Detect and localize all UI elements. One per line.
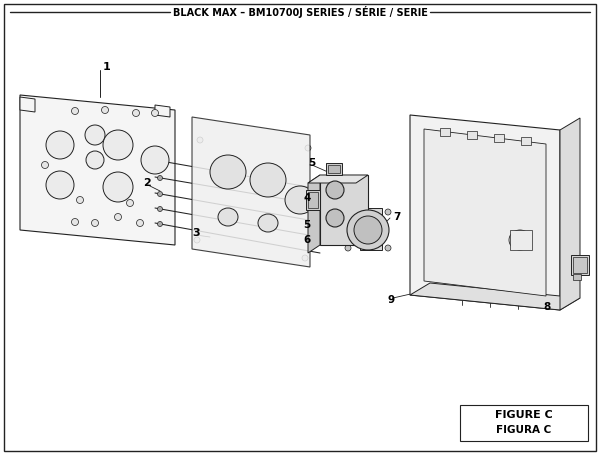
Circle shape	[346, 176, 350, 181]
Circle shape	[385, 209, 391, 215]
Bar	[510, 230, 532, 250]
Circle shape	[133, 110, 139, 116]
Polygon shape	[410, 283, 580, 310]
Circle shape	[71, 107, 79, 115]
Circle shape	[575, 260, 585, 270]
Bar	[360, 208, 382, 250]
Text: 7: 7	[393, 212, 400, 222]
Polygon shape	[308, 175, 320, 253]
Bar	[320, 175, 368, 245]
Bar	[571, 255, 589, 275]
Polygon shape	[20, 95, 175, 245]
Circle shape	[346, 226, 350, 231]
Text: 8: 8	[543, 302, 550, 312]
Circle shape	[115, 213, 121, 221]
Text: 5: 5	[303, 220, 310, 230]
Ellipse shape	[326, 181, 344, 199]
Bar	[308, 192, 318, 208]
Ellipse shape	[258, 214, 278, 232]
Circle shape	[320, 238, 325, 243]
Ellipse shape	[103, 130, 133, 160]
Ellipse shape	[46, 171, 74, 199]
Ellipse shape	[218, 208, 238, 226]
Circle shape	[197, 137, 203, 143]
Ellipse shape	[141, 146, 169, 174]
Circle shape	[151, 110, 158, 116]
Circle shape	[101, 106, 109, 113]
Circle shape	[385, 245, 391, 251]
Polygon shape	[560, 118, 580, 310]
Polygon shape	[308, 175, 368, 183]
Ellipse shape	[85, 125, 105, 145]
Polygon shape	[192, 117, 310, 267]
Bar	[467, 131, 477, 139]
Bar	[440, 128, 450, 136]
Circle shape	[329, 212, 341, 224]
Bar	[494, 134, 504, 142]
Circle shape	[329, 184, 341, 196]
Text: 9: 9	[388, 295, 395, 305]
Text: FIGURA C: FIGURA C	[496, 425, 551, 435]
Text: 3: 3	[192, 228, 200, 238]
Bar	[460, 405, 588, 441]
Circle shape	[346, 238, 350, 243]
Polygon shape	[155, 105, 170, 117]
Text: 2: 2	[143, 178, 151, 188]
Circle shape	[157, 176, 163, 181]
Ellipse shape	[354, 216, 382, 244]
Ellipse shape	[326, 209, 344, 227]
Text: 6: 6	[303, 235, 310, 245]
Ellipse shape	[347, 210, 389, 250]
Circle shape	[157, 158, 163, 163]
Circle shape	[41, 162, 49, 168]
Bar	[326, 163, 342, 175]
Text: 5: 5	[308, 158, 315, 168]
Circle shape	[91, 219, 98, 227]
Bar	[306, 190, 320, 210]
Bar	[573, 274, 581, 280]
Bar	[573, 257, 587, 273]
Ellipse shape	[285, 186, 315, 214]
Text: BLACK MAX – BM10700J SERIES / SÉRIE / SERIE: BLACK MAX – BM10700J SERIES / SÉRIE / SE…	[173, 6, 427, 18]
Circle shape	[157, 222, 163, 227]
Text: 1: 1	[103, 62, 111, 72]
Polygon shape	[20, 97, 35, 112]
Ellipse shape	[250, 163, 286, 197]
Circle shape	[127, 199, 133, 207]
Text: FIGURE C: FIGURE C	[495, 410, 553, 420]
Circle shape	[137, 219, 143, 227]
Circle shape	[320, 226, 325, 231]
Ellipse shape	[103, 172, 133, 202]
Circle shape	[346, 201, 350, 206]
Circle shape	[77, 197, 83, 203]
Bar	[328, 165, 340, 173]
Circle shape	[157, 207, 163, 212]
Circle shape	[157, 192, 163, 197]
Circle shape	[358, 220, 378, 240]
Circle shape	[305, 145, 311, 151]
Polygon shape	[424, 129, 546, 296]
Circle shape	[71, 218, 79, 226]
Circle shape	[320, 176, 325, 181]
Polygon shape	[410, 115, 560, 310]
Circle shape	[320, 201, 325, 206]
Text: 4: 4	[303, 193, 310, 203]
Ellipse shape	[46, 131, 74, 159]
Ellipse shape	[86, 151, 104, 169]
Circle shape	[302, 255, 308, 261]
Circle shape	[345, 209, 351, 215]
Ellipse shape	[210, 155, 246, 189]
Circle shape	[194, 237, 200, 243]
Bar	[521, 137, 531, 145]
Circle shape	[345, 245, 351, 251]
Ellipse shape	[509, 230, 531, 250]
